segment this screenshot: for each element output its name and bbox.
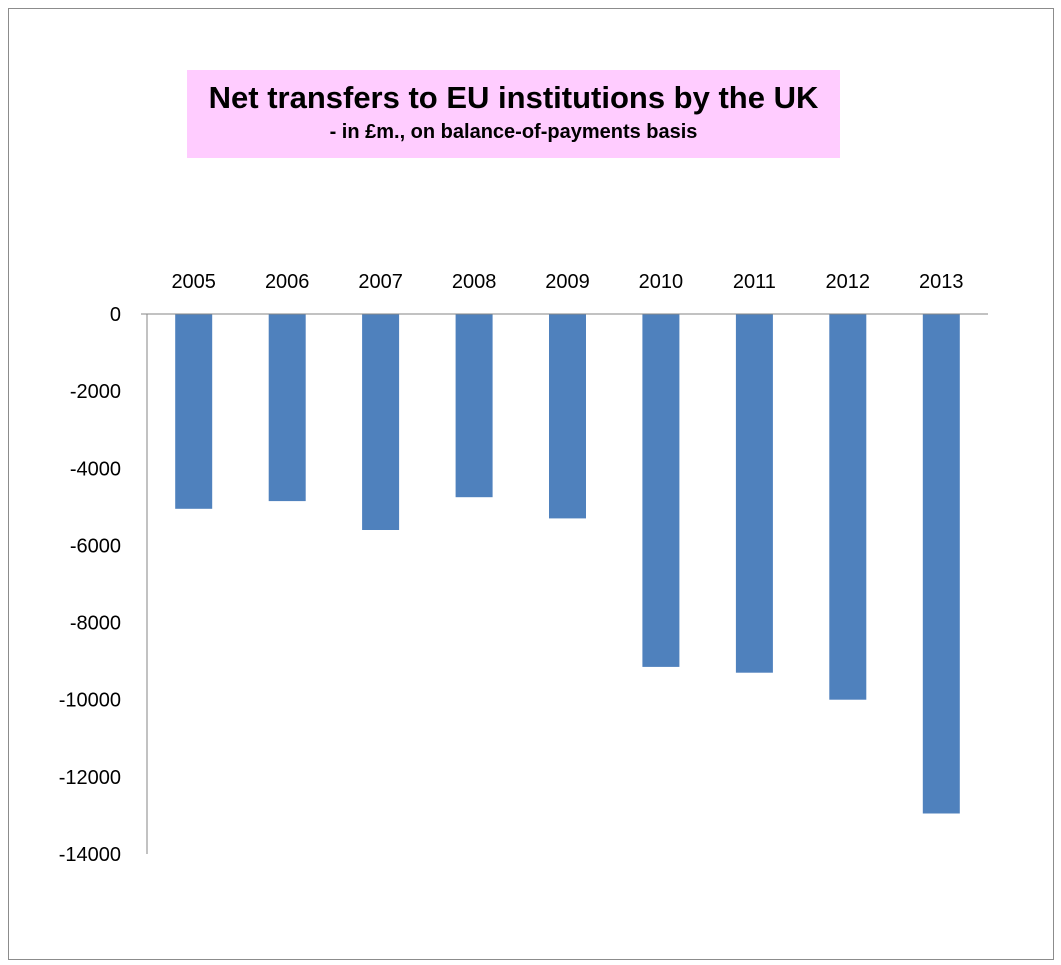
y-tick-label: -4000 — [70, 458, 121, 480]
chart-title: Net transfers to EU institutions by the … — [208, 80, 819, 115]
y-tick-label: -6000 — [70, 535, 121, 557]
bar-2013 — [922, 314, 960, 814]
x-tick-label: 2011 — [733, 271, 776, 293]
y-tick-label: -14000 — [59, 844, 121, 866]
x-tick-label: 2012 — [826, 271, 871, 293]
y-tick-label: 0 — [110, 304, 121, 326]
y-tick-label: -10000 — [59, 690, 121, 712]
bar-2009 — [549, 314, 586, 519]
y-tick-label: -12000 — [59, 767, 121, 789]
x-tick-label: 2010 — [639, 271, 684, 293]
bar-2005 — [175, 314, 213, 509]
x-tick-label: 2007 — [358, 271, 403, 293]
bar-2007 — [362, 314, 400, 530]
x-tick-label: 2013 — [919, 271, 964, 293]
x-tick-label: 2006 — [265, 271, 310, 293]
x-tick-label: 2008 — [452, 271, 497, 293]
chart-subtitle: - in £m., on balance-of-payments basis — [329, 121, 698, 143]
x-tick-label: 2009 — [545, 271, 590, 293]
x-tick-label: 2005 — [171, 271, 216, 293]
bar-2011 — [735, 314, 773, 673]
y-tick-label: -2000 — [70, 381, 121, 403]
bar-2012 — [829, 314, 867, 700]
bar-2006 — [268, 314, 306, 502]
bar-2008 — [455, 314, 493, 498]
bar-2010 — [642, 314, 680, 667]
y-tick-label: -8000 — [70, 613, 121, 635]
title-box: Net transfers to EU institutions by the … — [187, 70, 840, 158]
